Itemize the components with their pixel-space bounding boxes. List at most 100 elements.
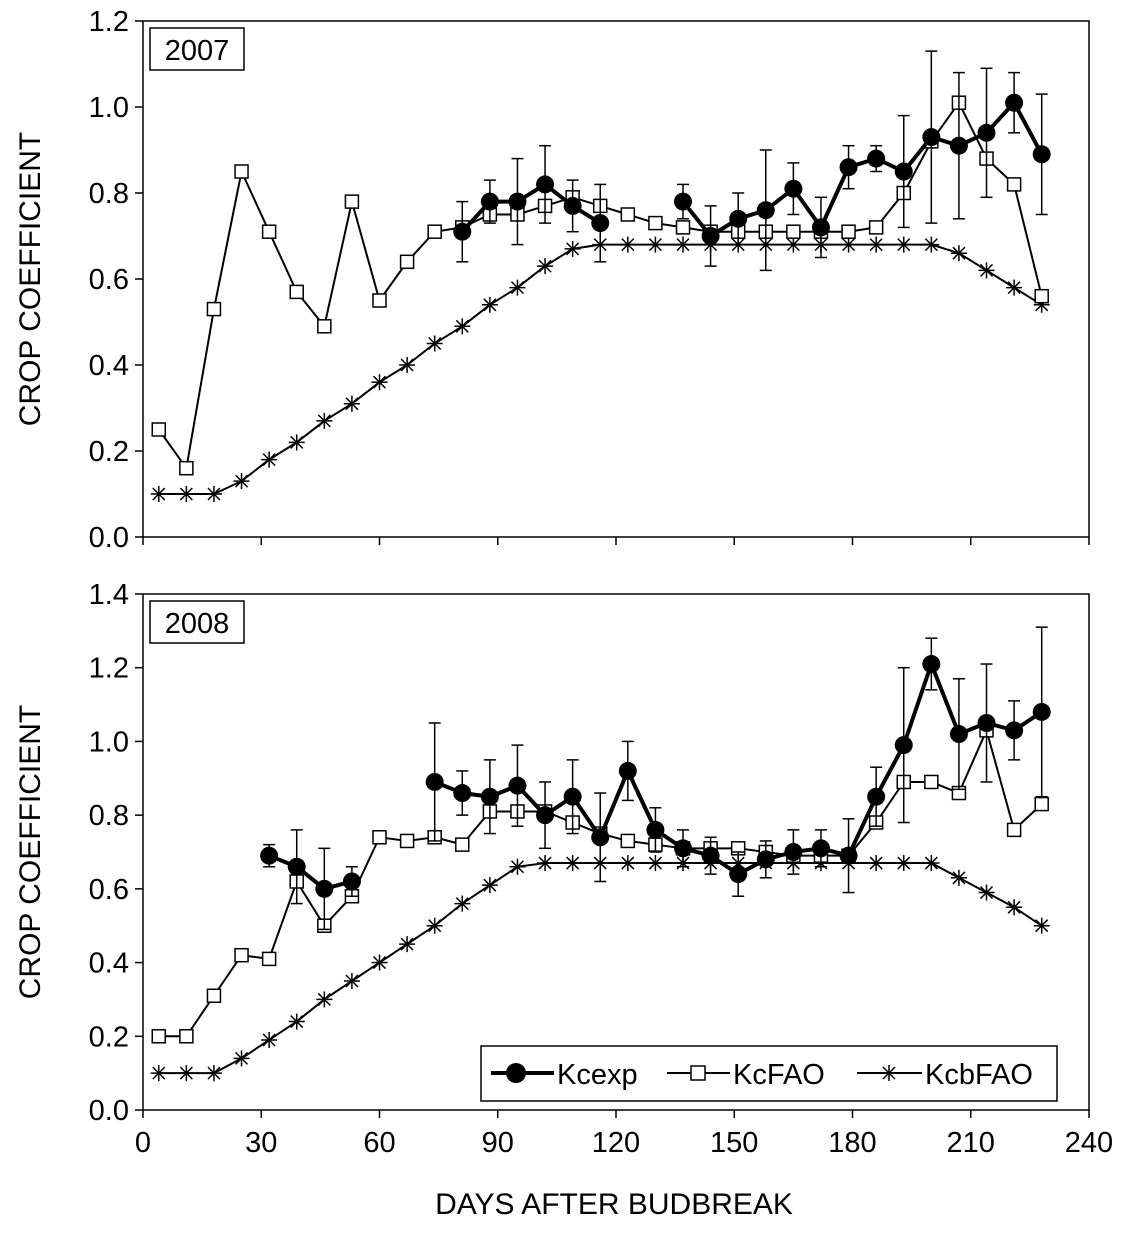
data-point-kcbfao — [647, 855, 664, 872]
data-point-kcbfao — [426, 917, 443, 934]
data-point-kcexp — [287, 857, 306, 876]
x-tick-label: 180 — [828, 1127, 876, 1159]
chart-panel-2007: 0.0 0.2 0.4 0.6 0.8 1.0 1.2 2007 CROP COEFFICI… — [14, 6, 1090, 554]
x-tick-label: 210 — [947, 1127, 995, 1159]
data-point-kcexp — [867, 787, 886, 806]
x-tick-label: 0 — [135, 1127, 151, 1159]
data-point-kcfao — [206, 988, 222, 1003]
data-point-kcexp — [315, 879, 334, 898]
data-point-kcexp — [536, 806, 555, 825]
legend-marker-kcfao — [690, 1065, 706, 1081]
y-tick-label: 0.2 — [89, 436, 129, 468]
data-point-kcbfao — [399, 936, 416, 953]
data-point-kcbfao — [371, 374, 388, 391]
data-point-kcbfao — [950, 245, 967, 262]
data-point-kcexp — [949, 725, 968, 744]
panel-label: 2007 — [165, 35, 230, 67]
y-axis-ticks: 0.0 0.2 0.4 0.6 0.8 1.0 1.2 1.4 — [89, 579, 143, 1127]
data-point-kcexp — [922, 655, 941, 674]
data-point-kcexp — [701, 227, 720, 245]
data-point-kcbfao — [150, 1065, 167, 1082]
data-point-kcbfao — [619, 236, 636, 253]
legend-item-kcexp: Kcexp — [491, 1059, 638, 1091]
y-tick-label: 1.2 — [89, 6, 129, 38]
data-point-kcexp — [949, 136, 968, 155]
data-point-kcbfao — [509, 279, 526, 296]
data-point-kcbfao — [647, 236, 664, 253]
y-tick-label: 0.0 — [89, 522, 129, 554]
data-point-kcbfao — [399, 357, 416, 373]
data-point-kcbfao — [619, 855, 636, 872]
data-point-kcexp — [591, 214, 610, 233]
data-point-kcbfao — [343, 973, 360, 989]
data-point-kcbfao — [150, 486, 167, 502]
x-tick-label: 60 — [363, 1127, 395, 1159]
data-point-kcexp — [508, 776, 527, 795]
data-point-kcbfao — [537, 258, 554, 275]
data-point-kcbfao — [509, 858, 526, 875]
chart-panel-2008: 0.0 0.2 0.4 0.6 0.8 1.0 1.2 1.4 0 30 60 90 120 150 18… — [14, 579, 1113, 1221]
data-point-kcexp — [756, 850, 775, 869]
data-point-kcbfao — [288, 434, 305, 451]
data-point-kcfao — [399, 833, 415, 849]
x-axis-title: DAYS AFTER BUDBREAK — [435, 1188, 793, 1221]
data-point-kcbfao — [895, 855, 912, 872]
y-tick-label: 0.4 — [89, 350, 129, 382]
data-point-kcfao — [1034, 288, 1049, 304]
y-tick-label: 1.0 — [89, 726, 129, 758]
data-point-kcexp — [1005, 721, 1024, 740]
data-point-kcbfao — [178, 1065, 195, 1082]
panel-label-frame — [149, 600, 245, 644]
data-point-kcbfao — [950, 869, 967, 886]
data-point-kcexp — [480, 787, 499, 806]
y-tick-label: 0.2 — [89, 1021, 129, 1053]
data-point-kcbfao — [261, 1031, 278, 1048]
data-point-kcfao — [427, 224, 442, 239]
data-point-kcfao — [1006, 822, 1022, 838]
data-point-kcbfao — [316, 991, 333, 1008]
y-tick-label: 0.6 — [89, 264, 129, 296]
data-point-kcfao — [620, 833, 636, 849]
series-kcfao — [151, 723, 1049, 1044]
data-point-kcexp — [591, 828, 610, 847]
data-point-kcfao — [1006, 177, 1022, 192]
data-point-kcbfao — [978, 262, 995, 279]
data-point-kcexp — [977, 714, 996, 732]
data-point-kcfao — [620, 207, 636, 222]
data-point-kcbfao — [178, 486, 195, 502]
data-point-kcexp — [1032, 145, 1051, 164]
data-point-kcexp — [729, 209, 748, 228]
series-layer — [150, 50, 1051, 502]
data-point-kcbfao — [1006, 899, 1023, 916]
data-point-kcbfao — [564, 855, 581, 872]
data-point-kcbfao — [316, 412, 333, 429]
data-point-kcbfao — [233, 1050, 250, 1067]
legend-marker-kcbfao — [881, 1065, 897, 1081]
data-point-kcexp — [839, 846, 858, 865]
data-point-kcbfao — [868, 855, 885, 872]
x-axis-ticks — [142, 537, 1090, 545]
data-point-kcexp — [453, 222, 472, 241]
legend: Kcexp KcFAO KcbFAO — [480, 1045, 1058, 1102]
data-point-kcbfao — [978, 884, 995, 901]
data-point-kcfao — [924, 774, 939, 790]
data-point-kcexp — [729, 865, 748, 884]
y-axis-title: CROP COEFFICIENT — [14, 705, 47, 999]
data-point-kcbfao — [261, 451, 278, 468]
data-point-kcbfao — [481, 296, 498, 313]
data-point-kcexp — [922, 128, 941, 147]
data-point-kcexp — [867, 149, 886, 168]
data-point-kcbfao — [923, 236, 940, 253]
panel-label-frame — [149, 27, 245, 71]
data-point-kcbfao — [564, 240, 581, 257]
data-point-kcbfao — [233, 473, 250, 490]
data-point-kcfao — [344, 194, 360, 209]
data-point-kcbfao — [895, 236, 912, 253]
data-point-kcexp — [508, 192, 527, 211]
y-tick-label: 1.0 — [89, 92, 129, 124]
panel-label-box: 2007 — [149, 27, 245, 71]
data-point-kcfao — [289, 284, 304, 300]
data-point-kcfao — [372, 830, 387, 845]
data-point-kcexp — [977, 123, 996, 142]
